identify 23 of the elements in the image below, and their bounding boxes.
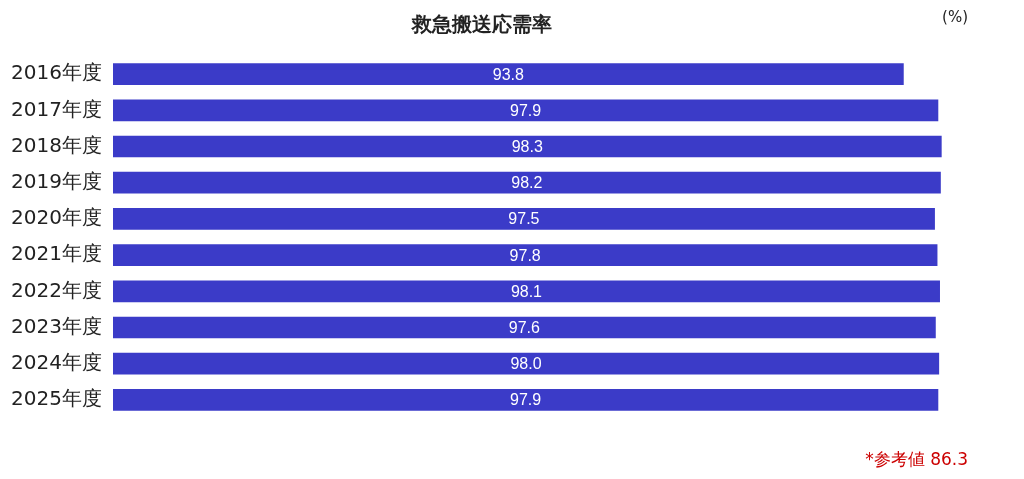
- data-label: 97.8: [509, 246, 541, 264]
- text: *参考値 86.3: [865, 448, 968, 471]
- chart-title: 救急搬送応需率: [411, 12, 552, 37]
- y-tick-label: 2017年度: [10, 96, 102, 121]
- data-label: 98.2: [511, 174, 543, 192]
- data-label: 97.9: [510, 391, 542, 409]
- data-label: 98.3: [511, 137, 543, 155]
- y-tick-label: 2024年度: [10, 349, 102, 374]
- text: (%): [942, 8, 968, 26]
- y-tick-label: 2023年度: [10, 313, 102, 338]
- y-tick-label: 2020年度: [10, 205, 102, 230]
- data-label: 97.6: [508, 318, 540, 336]
- y-tick-label: 2018年度: [10, 132, 102, 157]
- y-tick-label: 2021年度: [10, 241, 102, 266]
- y-tick-label: 2022年度: [10, 277, 102, 302]
- data-label: 98.1: [510, 282, 543, 300]
- data-label: 97.5: [508, 210, 540, 228]
- y-tick-label: 2025年度: [10, 386, 102, 411]
- y-tick-label: 2019年度: [10, 168, 102, 193]
- data-label: 93.8: [492, 65, 524, 83]
- data-label: 97.9: [510, 101, 542, 119]
- y-tick-label: 2016年度: [10, 60, 102, 85]
- data-label: 98.0: [510, 355, 542, 373]
